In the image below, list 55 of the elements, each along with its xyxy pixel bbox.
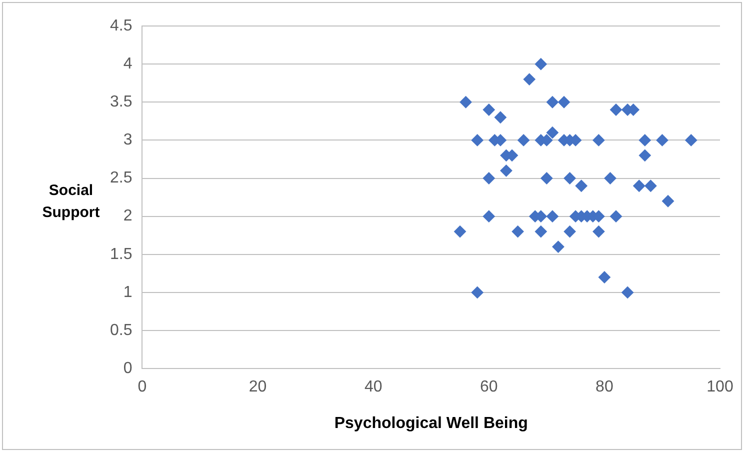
x-tick-label: 40 <box>364 378 382 396</box>
point <box>638 149 651 162</box>
point <box>460 96 472 108</box>
point <box>454 226 466 238</box>
x-tick-label: 0 <box>138 378 147 396</box>
y-tick-label: 4 <box>123 55 132 72</box>
point <box>518 134 530 146</box>
point <box>534 226 547 238</box>
y-tick-label: 0 <box>123 360 132 378</box>
point <box>523 73 536 86</box>
point <box>633 180 646 192</box>
point <box>656 134 668 146</box>
point <box>638 134 651 146</box>
point <box>482 172 495 184</box>
point <box>685 134 698 146</box>
point <box>494 111 506 124</box>
point <box>564 226 576 238</box>
x-tick-label: 60 <box>480 378 498 396</box>
point <box>471 134 484 146</box>
point <box>610 210 622 222</box>
point <box>604 172 616 184</box>
x-tick-label: 20 <box>248 378 267 396</box>
point <box>575 180 588 192</box>
y-tick-label: 1 <box>123 284 132 301</box>
y-tick-label: 4.5 <box>110 17 132 34</box>
y-tick-label: 0.5 <box>110 322 132 339</box>
point <box>622 286 634 298</box>
x-axis-title: Psychological Well Being <box>334 414 528 432</box>
point <box>644 180 657 192</box>
point <box>482 104 495 116</box>
y-tick-label: 1.5 <box>110 246 132 263</box>
y-tick-label: 3 <box>123 132 132 149</box>
point <box>592 134 605 146</box>
point <box>534 58 547 70</box>
point <box>592 226 605 238</box>
point <box>482 210 495 222</box>
point <box>512 226 524 238</box>
y-tick-label: 3.5 <box>110 94 132 111</box>
point <box>662 195 674 208</box>
point <box>610 104 622 116</box>
point <box>546 210 558 222</box>
y-tick-label: 2 <box>123 208 132 225</box>
x-tick-label: 80 <box>596 378 614 396</box>
point <box>558 96 570 108</box>
point <box>546 126 558 139</box>
point <box>564 172 576 184</box>
point <box>546 96 558 108</box>
point <box>471 286 484 298</box>
y-tick-label: 2.5 <box>110 170 132 187</box>
y-axis-title: Social Support <box>42 182 100 221</box>
point <box>540 172 553 184</box>
point <box>598 271 610 284</box>
point <box>552 240 564 253</box>
point <box>500 164 512 177</box>
x-tick-label: 100 <box>706 378 734 396</box>
